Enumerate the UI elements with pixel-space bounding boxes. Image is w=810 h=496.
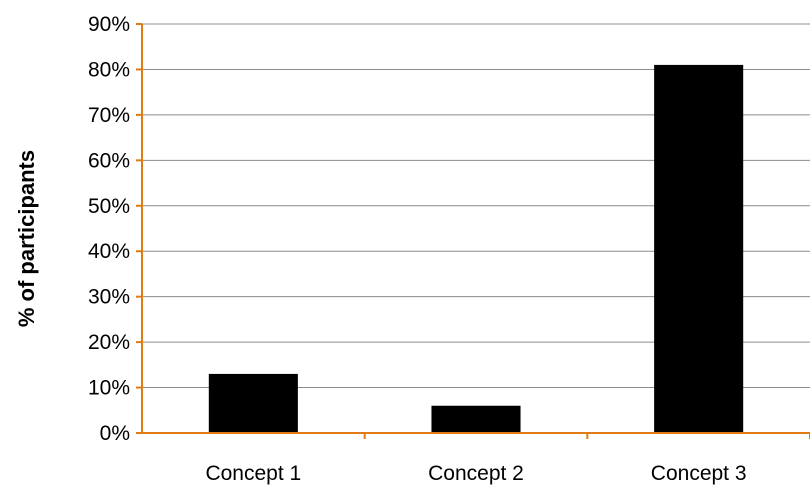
y-tick-label: 40% [88, 240, 130, 263]
y-tick-label: 20% [88, 331, 130, 354]
y-tick-label: 10% [88, 377, 130, 400]
tick-labels: 0% 10% 20% 30% 40% 50% 60% 70% 80% 90% Concept 1 Co… [88, 13, 747, 485]
x-tick-label: Concept 3 [651, 462, 747, 485]
y-tick-label: 50% [88, 195, 130, 218]
bar-concept-3 [654, 65, 743, 433]
y-tick-label: 60% [88, 149, 130, 172]
y-tick-label: 90% [88, 13, 130, 36]
bar-concept-1 [209, 374, 298, 433]
y-tick-label: 80% [88, 58, 130, 81]
y-tick-label: 70% [88, 104, 130, 127]
y-tick-label: 30% [88, 286, 130, 309]
y-axis-title: % of participants [14, 150, 39, 327]
x-tick-label: Concept 1 [205, 462, 301, 485]
y-tick-label: 0% [100, 422, 130, 445]
bars [209, 65, 743, 433]
x-tick-label: Concept 2 [428, 462, 524, 485]
bar-concept-2 [431, 406, 520, 433]
